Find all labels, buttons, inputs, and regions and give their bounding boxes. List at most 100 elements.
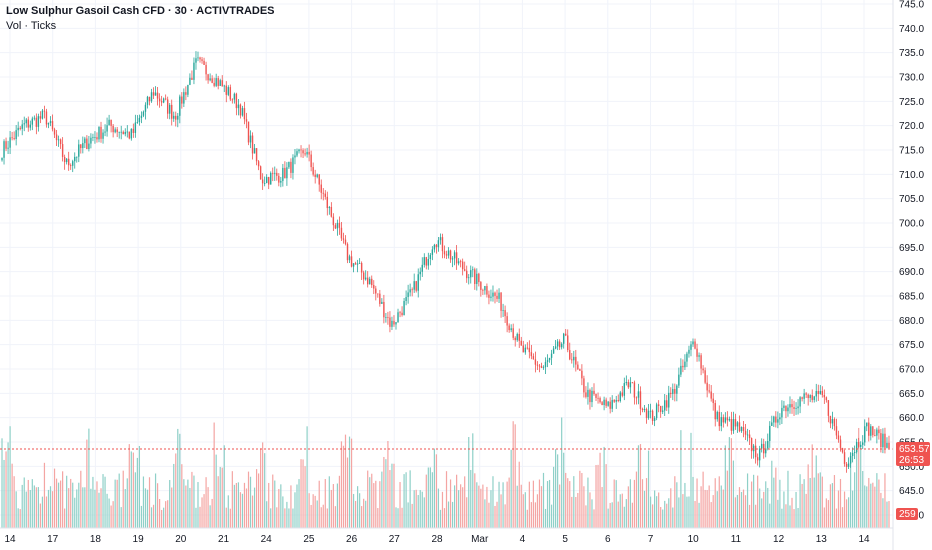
- volume-bar: [468, 437, 470, 528]
- volume-bar: [367, 470, 369, 528]
- time-tick-label: 18: [90, 534, 102, 545]
- candle-body: [265, 177, 268, 184]
- volume-bar: [825, 498, 827, 528]
- volume-bar: [88, 428, 90, 528]
- candle-body: [263, 183, 266, 184]
- candle-body: [583, 378, 585, 393]
- candle-body: [708, 390, 710, 392]
- volume-bar: [375, 480, 377, 528]
- candle-body: [803, 393, 805, 399]
- price-tick-label: 720.0: [899, 121, 924, 132]
- candle-body: [686, 353, 688, 362]
- volume-bar: [601, 487, 603, 528]
- volume-bar: [100, 488, 102, 528]
- volume-bar: [486, 486, 488, 528]
- volume-bar: [559, 484, 561, 528]
- volume-indicator-label[interactable]: Vol · Ticks: [6, 20, 57, 32]
- candle-body: [461, 261, 464, 270]
- volume-bar: [124, 489, 126, 528]
- price-tick-label: 650.0: [899, 462, 924, 473]
- candle-body: [55, 134, 58, 141]
- volume-bar: [262, 442, 264, 528]
- candle-body: [439, 237, 442, 241]
- candle-body: [298, 149, 300, 152]
- candle-body: [732, 419, 735, 431]
- volume-bar: [407, 502, 409, 528]
- volume-bar: [619, 494, 621, 528]
- last-price-value: 653.57: [899, 444, 930, 455]
- volume-bar: [805, 493, 807, 528]
- volume-bar: [17, 508, 19, 528]
- volume-bar: [819, 472, 821, 528]
- candle-body: [756, 457, 759, 461]
- volume-bar: [7, 442, 9, 528]
- volume-bar: [395, 507, 397, 528]
- volume-bar: [837, 490, 840, 528]
- symbol-title[interactable]: Low Sulphur Gasoil Cash CFD · 30 · ACTIV…: [6, 5, 275, 17]
- candle-body: [29, 124, 32, 128]
- candle-body: [306, 151, 308, 155]
- volume-bar: [684, 482, 686, 528]
- volume-bar: [437, 488, 440, 528]
- volume-bar: [658, 492, 660, 528]
- candle-body: [565, 333, 567, 336]
- candle-body: [524, 347, 527, 353]
- candle-body: [884, 433, 886, 448]
- volume-bar: [324, 479, 326, 528]
- candle-body: [346, 243, 349, 261]
- volume-bar: [312, 494, 314, 528]
- time-axis[interactable]: 14 17 18 19 20 21 24 25 26 27 28 Mar 4 5 6 7 10 11 12 13 14: [0, 527, 893, 545]
- candle-body: [700, 355, 702, 369]
- volume-bar: [419, 490, 421, 528]
- volume-bar: [247, 471, 250, 528]
- volume-bar: [512, 421, 514, 528]
- volume-bar: [670, 488, 672, 528]
- volume-bar: [456, 474, 458, 528]
- candle-body: [367, 277, 369, 285]
- price-tick-label: 695.0: [899, 243, 924, 254]
- candle-body: [78, 144, 80, 157]
- candle-body: [470, 270, 472, 278]
- candle-body: [649, 410, 652, 412]
- volume-bar: [415, 489, 417, 528]
- volume-bar: [690, 432, 692, 528]
- volume-bar: [787, 470, 789, 528]
- candle-body: [793, 407, 795, 409]
- volume-bar: [29, 490, 31, 528]
- candle-body: [294, 155, 296, 158]
- volume-bar: [165, 501, 167, 528]
- volume-bar: [314, 495, 316, 528]
- candle-body: [447, 250, 450, 256]
- candle-body: [94, 137, 96, 138]
- volume-bar: [310, 504, 312, 528]
- time-tick-label: 26: [346, 534, 358, 545]
- candle-body: [868, 422, 870, 436]
- price-axis[interactable]: 640.0645.0650.0655.0660.0665.0670.0675.0…: [892, 0, 924, 550]
- candle-body: [148, 96, 151, 102]
- candle-body: [415, 281, 417, 291]
- volume-bar: [484, 499, 486, 528]
- volume-bar: [23, 477, 25, 528]
- time-tick-label: 5: [562, 534, 568, 545]
- candle-body: [338, 222, 341, 228]
- candle-body: [831, 419, 834, 424]
- volume-bar: [41, 496, 44, 528]
- volume-bar: [102, 474, 104, 528]
- candle-body: [332, 216, 335, 226]
- time-tick-label: 24: [261, 534, 273, 545]
- candle-body: [775, 416, 777, 423]
- volume-bar: [403, 474, 405, 528]
- volume-bar: [645, 478, 648, 528]
- candlesticks: [1, 51, 890, 473]
- volume-bar: [524, 492, 526, 528]
- candle-body: [152, 92, 155, 96]
- price-tick-label: 705.0: [899, 194, 924, 205]
- candle-body: [284, 167, 286, 179]
- candle-body: [116, 129, 118, 133]
- candle-body: [664, 400, 666, 411]
- volume-bar: [59, 480, 62, 528]
- candle-body: [82, 143, 84, 149]
- candle-body: [882, 433, 884, 448]
- volume-bar: [146, 489, 149, 528]
